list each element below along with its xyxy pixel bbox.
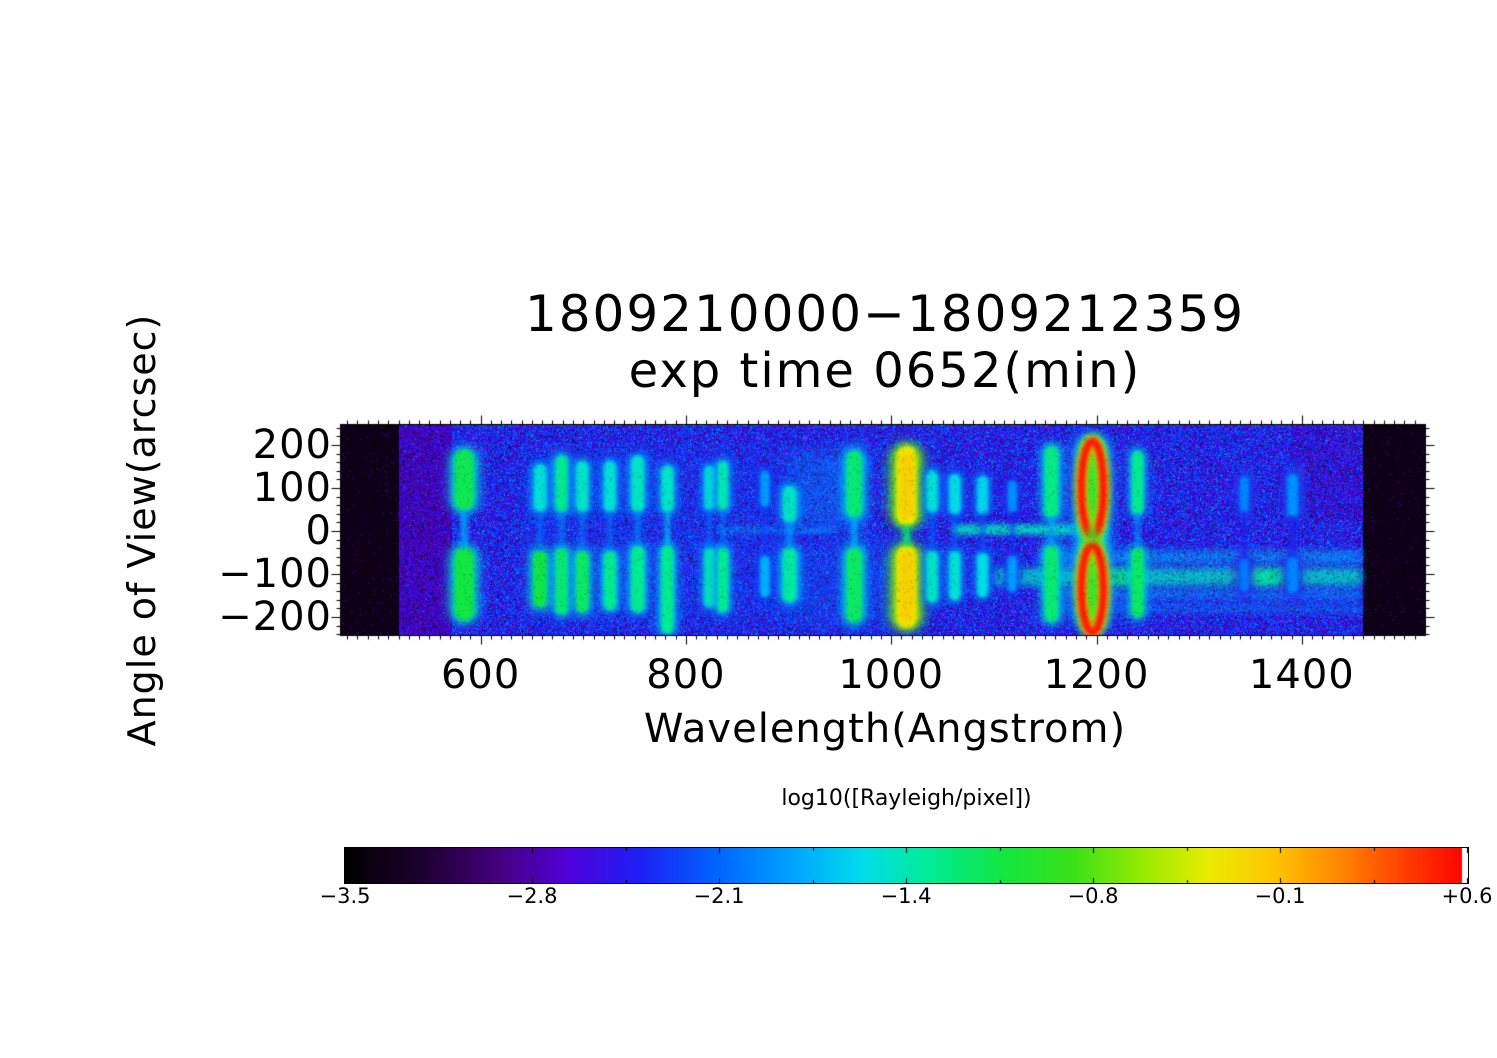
x-tick-label: 1200: [1043, 652, 1150, 698]
colorbar-tick-label: −1.4: [880, 884, 932, 908]
figure-title-line1: 1809210000−1809212359: [524, 285, 1246, 343]
x-tick-label: 1000: [838, 652, 945, 698]
y-tick-label: 100: [252, 465, 332, 512]
spectrogram-canvas: [320, 404, 1445, 655]
y-tick-label: 200: [252, 422, 332, 469]
colorbar-tick-label: −0.1: [1254, 884, 1306, 908]
y-tick-label: −200: [218, 593, 332, 640]
y-tick-label: 0: [305, 508, 332, 554]
colorbar-canvas: [344, 847, 1469, 884]
y-tick-label: −100: [218, 550, 332, 597]
colorbar-tick-label: −2.1: [693, 884, 745, 908]
y-axis-title: Angle of View(arcsec): [120, 313, 164, 747]
x-tick-label: 1400: [1248, 652, 1355, 698]
x-tick-label: 600: [440, 652, 521, 698]
colorbar-tick-label: +0.6: [1441, 884, 1493, 908]
colorbar-tick-label: −0.8: [1067, 884, 1119, 908]
figure-title-line2: exp time 0652(min): [628, 343, 1142, 399]
x-axis-title: Wavelength(Angstrom): [643, 706, 1127, 752]
colorbar-tick-label: −2.8: [506, 884, 558, 908]
colorbar-title: log10([Rayleigh/pixel]): [781, 786, 1032, 811]
x-tick-label: 800: [646, 652, 726, 698]
colorbar-tick-label: −3.5: [319, 884, 371, 908]
